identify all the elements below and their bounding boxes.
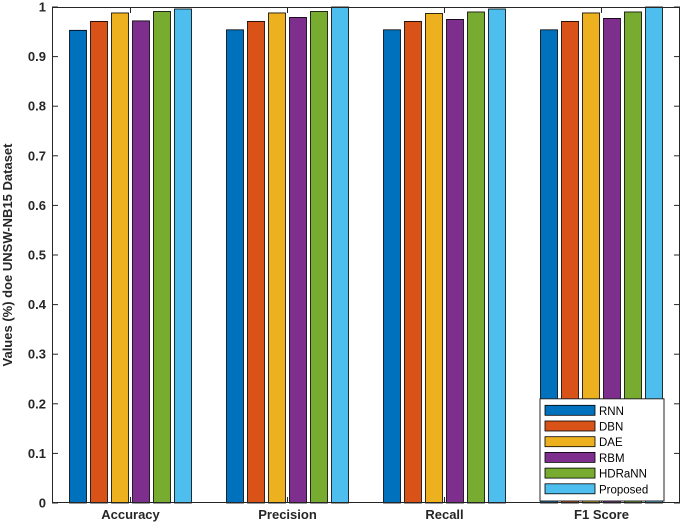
y-tick-label: 0.7	[28, 148, 46, 163]
y-tick-label: 1	[39, 0, 46, 15]
bar-rnn-recall	[383, 29, 401, 504]
x-tick-label: Precision	[258, 507, 317, 522]
bar-hdrann-precision	[310, 11, 328, 504]
bar-rbm-precision	[289, 17, 307, 504]
bar-dbn-accuracy	[90, 20, 108, 504]
legend-swatch-rbm	[544, 451, 596, 463]
legend: RNN DBN DAE RBM HDRaNN Proposed	[539, 398, 665, 502]
y-tick-label: 0.5	[28, 248, 46, 263]
y-tick-label: 0.9	[28, 49, 46, 64]
bar-proposed-accuracy	[174, 8, 192, 504]
bar-dae-recall	[425, 13, 443, 504]
y-tick-label: 0.2	[28, 396, 46, 411]
legend-label-hdrann: HDRaNN	[599, 469, 647, 481]
bar-rnn-precision	[226, 29, 244, 504]
legend-label-rnn: RNN	[599, 406, 624, 418]
x-tick-label: Recall	[425, 507, 463, 522]
legend-label-rbm: RBM	[599, 453, 625, 465]
legend-swatch-dbn	[544, 420, 596, 432]
legend-swatch-dae	[544, 436, 596, 448]
bar-dbn-recall	[404, 20, 422, 504]
bar-rbm-recall	[446, 18, 464, 504]
y-tick-label: 0.8	[28, 99, 46, 114]
bar-rnn-accuracy	[69, 29, 87, 504]
y-tick-label: 0.4	[28, 297, 47, 312]
y-tick-label: 0.1	[28, 446, 46, 461]
bar-proposed-recall	[488, 8, 506, 504]
legend-label-proposed: Proposed	[599, 484, 648, 496]
legend-label-dbn: DBN	[599, 422, 623, 434]
y-tick-label: 0.3	[28, 347, 46, 362]
bar-proposed-precision	[331, 6, 349, 504]
y-axis-title: Values (%) doe UNSW-NB15 Dataset	[0, 143, 15, 367]
bar-dae-accuracy	[111, 12, 129, 504]
bars-group	[69, 6, 663, 504]
x-axis: Accuracy Precision Recall F1 Score	[101, 7, 629, 522]
y-tick-label: 0.6	[28, 198, 46, 213]
legend-label-dae: DAE	[599, 437, 623, 449]
legend-swatch-proposed	[544, 483, 596, 495]
x-tick-label: F1 Score	[574, 507, 629, 522]
bar-hdrann-recall	[467, 11, 485, 504]
y-tick-label: 0	[39, 496, 46, 511]
bar-dbn-precision	[247, 20, 265, 504]
bar-dae-precision	[268, 12, 286, 504]
legend-swatch-rnn	[544, 404, 596, 416]
y-axis: 0 0.1 0.2 0.3 0.4 0.5 0.6 0.7 0.8 0.9 1	[28, 0, 680, 511]
bar-rbm-accuracy	[132, 20, 150, 504]
bar-hdrann-accuracy	[153, 11, 171, 504]
legend-swatch-hdrann	[544, 467, 596, 479]
x-tick-label: Accuracy	[101, 507, 160, 522]
